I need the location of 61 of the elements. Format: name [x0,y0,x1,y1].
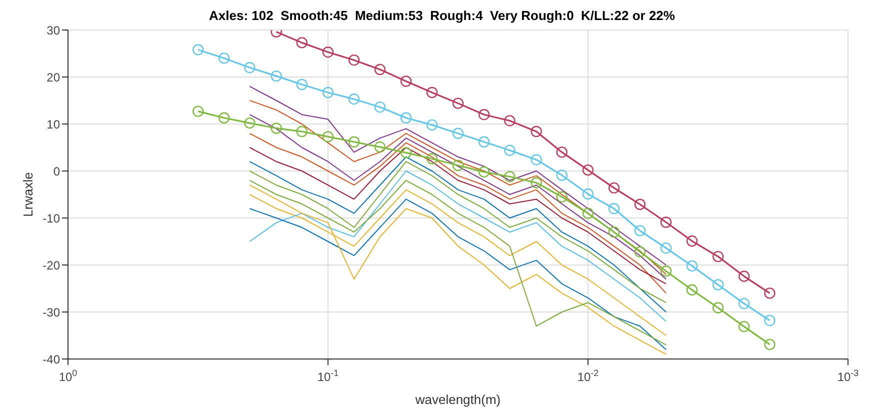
point [764,314,776,326]
point [348,136,360,148]
point [738,298,750,310]
point [738,320,750,332]
y-tick-label: 30 [46,23,60,38]
y-axis-title: Lrwaxle [20,172,36,217]
point [296,126,308,138]
point [218,112,230,124]
point [244,62,256,74]
point [374,101,386,113]
x-tick-label: 10$^{-1}$ [317,368,339,384]
y-tick-label: -40 [42,352,60,366]
x-tick-label: 10$^{-3}$ [837,368,859,384]
x-axis-title: wavelength(m) [414,392,501,407]
y-tick-label: 0 [53,164,60,178]
point [582,188,594,200]
point [504,171,516,182]
point [244,117,256,129]
point [686,260,698,272]
point [608,226,620,238]
point [452,160,464,171]
point [270,122,282,134]
y-tick-label: -30 [42,305,60,320]
point [426,119,438,131]
point [530,154,542,166]
point [608,203,620,214]
point [764,338,776,350]
point [634,246,646,258]
y-tick-label: -20 [42,258,60,272]
point [582,208,594,219]
x-tick-label: 10$^{-2}$ [577,368,599,384]
point [400,147,412,158]
chart-title: Axles: 102 Smooth:45 Medium:53 Rough:4 Very Rough:0 K/LL:22 or 22% [208,8,676,24]
point [192,106,204,117]
point [426,153,438,164]
point [712,279,724,290]
point [374,141,386,153]
point [530,177,542,188]
point [218,52,230,64]
point [556,170,568,181]
point [322,86,334,98]
point [504,144,516,156]
point [660,242,672,254]
point [192,44,204,56]
point [452,128,464,139]
point [634,225,646,236]
y-tick-label: 10 [46,117,60,132]
point [712,302,724,314]
point [400,112,412,124]
y-tick-label: -10 [42,211,60,226]
point [296,78,308,90]
point [660,266,672,277]
point [270,70,282,82]
point [478,136,490,148]
point [322,131,334,142]
y-tick-label: 20 [46,70,60,84]
point [686,284,698,296]
x-tick-label: 10$^{0}$ [58,368,78,384]
point [478,166,490,178]
point [556,191,568,202]
point [348,93,360,105]
